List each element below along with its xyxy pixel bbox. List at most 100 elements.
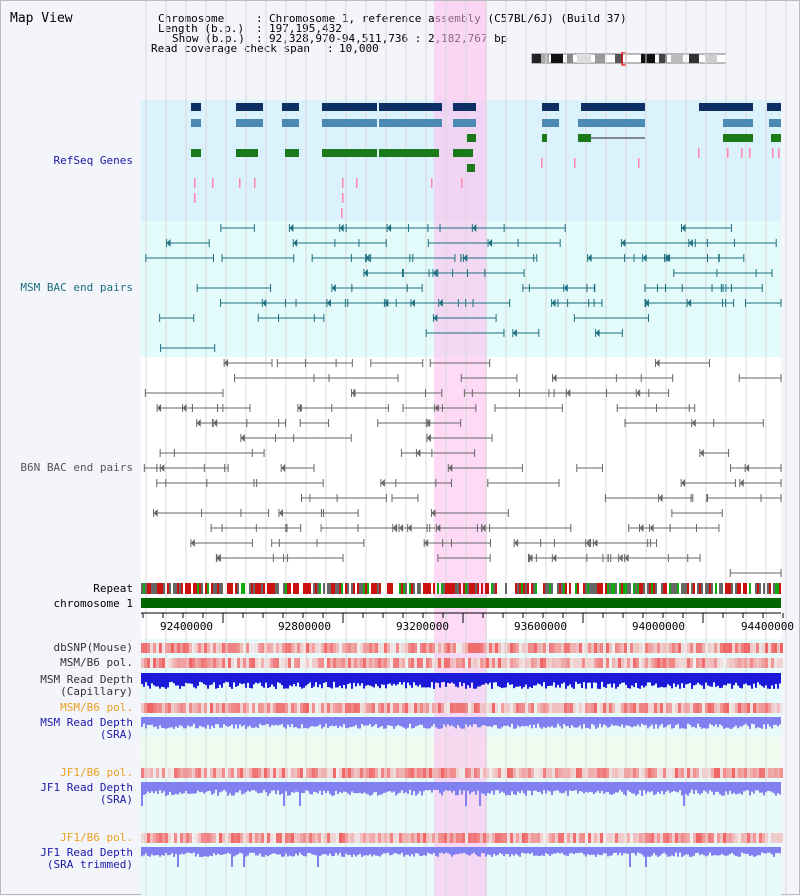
msm-pol-heat xyxy=(768,658,771,668)
msm-cap-depth-bar xyxy=(211,673,213,685)
jf1-trim-depth-bar xyxy=(513,847,515,856)
msm-pol-heat xyxy=(576,658,579,668)
jf1-depth-bar xyxy=(763,782,765,796)
msm-sra-pol-heat xyxy=(663,703,666,713)
jf1-pol-heat xyxy=(231,768,234,778)
jf1-pol-heat xyxy=(435,768,438,778)
jf1-pol-2-heat xyxy=(345,833,348,843)
jf1-trim-depth-bar xyxy=(715,847,717,856)
jf1-pol-2-heat xyxy=(150,833,153,843)
refseq-genes-label[interactable]: RefSeq Genes xyxy=(53,154,133,167)
msm-cap-depth-bar xyxy=(711,673,713,687)
dbsnp-heat xyxy=(372,643,375,653)
repeat-mark xyxy=(569,583,571,594)
msm-cap-depth-bar xyxy=(765,673,767,686)
jf1-trim-depth-bar xyxy=(331,847,333,857)
jf1-depth-bar xyxy=(491,782,493,791)
jf1-trim-depth-bar xyxy=(659,847,661,856)
msm-pol-heat xyxy=(360,658,363,668)
jf1-trim-depth-bar xyxy=(335,847,337,853)
repeat-mark xyxy=(589,583,591,594)
msm-sra-pol-heat xyxy=(507,703,510,713)
gene-tick xyxy=(541,158,543,168)
b6n-bac-label[interactable]: B6N BAC end pairs xyxy=(20,461,133,474)
msm-sra-depth-bar xyxy=(663,717,665,728)
gene-tick xyxy=(749,148,751,158)
repeat-mark xyxy=(565,583,567,594)
msm-sra-pol-heat xyxy=(384,703,387,713)
msm-sra-pol-heat xyxy=(624,703,627,713)
msm-cap-depth-bar xyxy=(309,673,311,683)
dbsnp-heat xyxy=(558,643,561,653)
dbsnp-heat xyxy=(516,643,519,653)
msm-cap-depth-bar xyxy=(233,673,235,683)
msm-pol-heat xyxy=(531,658,534,668)
msm-cap-depth-bar xyxy=(201,673,203,683)
axis-tick-label: 94400000 xyxy=(741,620,794,633)
msm-sra-pol-heat xyxy=(729,703,732,713)
repeat-mark xyxy=(143,583,145,594)
repeat-mark xyxy=(475,583,477,594)
jf1-pol-2-heat xyxy=(741,833,744,843)
jf1-depth-bar xyxy=(619,782,621,790)
jf1-depth-bar xyxy=(633,782,635,794)
msm-cap-depth-bar xyxy=(241,673,243,685)
jf1-trim-depth-bar xyxy=(751,847,753,856)
jf1-trim-depth-bar xyxy=(583,847,585,855)
msm-bac-pair-arrow xyxy=(551,299,556,307)
msm-sra-depth-bar xyxy=(697,717,699,724)
jf1-pol-2-heat xyxy=(702,833,705,843)
jf1-trim-depth-bar xyxy=(241,847,243,854)
msm-pol-heat xyxy=(420,658,423,668)
msm-sra-depth-bar xyxy=(713,717,715,727)
jf1-pol-2-heat xyxy=(315,833,318,843)
jf1-trim-depth-bar xyxy=(701,847,703,855)
jf1-pol-2-heat xyxy=(330,833,333,843)
msm-sra-pol-heat xyxy=(585,703,588,713)
repeat-mark xyxy=(495,583,497,594)
length-sep: : xyxy=(256,22,263,35)
repeat-mark xyxy=(193,583,195,594)
msm-sra-pol-heat xyxy=(144,703,147,713)
msm-sra-pol-heat xyxy=(240,703,243,713)
dbsnp-heat xyxy=(495,643,498,653)
msm-sra-pol-heat xyxy=(486,703,489,713)
msm-sra-depth-bar xyxy=(341,717,343,728)
repeat-mark xyxy=(241,583,243,594)
jf1-trim-depth-bar xyxy=(317,847,319,867)
jf1-trim-depth-bar xyxy=(541,847,543,856)
msm-sra-depth-bar xyxy=(693,717,695,727)
jf1-pol-2-heat xyxy=(594,833,597,843)
msm-pol-heat xyxy=(270,658,273,668)
msm-bac-label[interactable]: MSM BAC end pairs xyxy=(20,281,133,294)
b6n-bac-pair-arrow xyxy=(216,554,221,562)
msm-cap-depth-bar xyxy=(703,673,705,689)
jf1-trim-depth-bar xyxy=(215,847,217,856)
dbsnp-heat xyxy=(147,643,150,653)
msm-sra-depth-bar xyxy=(419,717,421,725)
msm-b6-pol-sra-label: MSM/B6 pol. xyxy=(60,701,133,714)
jf1-trim-depth-bar xyxy=(275,847,277,855)
jf1-trim-depth-bar xyxy=(613,847,615,853)
jf1-pol-heat xyxy=(381,768,384,778)
msm-sra-depth-bar xyxy=(257,717,259,729)
dbsnp-heat xyxy=(276,643,279,653)
repeat-mark xyxy=(711,583,713,594)
msm-cap-depth-bar xyxy=(571,673,573,688)
jf1-trim-depth-bar xyxy=(567,847,569,856)
jf1-pol-heat xyxy=(732,768,735,778)
jf1-pol-2-heat xyxy=(228,833,231,843)
dbsnp-heat xyxy=(759,643,762,653)
msm-cap-depth-bar xyxy=(293,673,295,684)
jf1-pol-heat xyxy=(609,768,612,778)
msm-sra-pol-heat xyxy=(630,703,633,713)
dbsnp-heat xyxy=(531,643,534,653)
msm-sra-pol-heat xyxy=(393,703,396,713)
jf1-pol-heat xyxy=(258,768,261,778)
dbsnp-heat xyxy=(753,643,756,653)
dbsnp-heat xyxy=(144,643,147,653)
jf1-trim-depth-bar xyxy=(561,847,563,853)
msm-pol-heat xyxy=(390,658,393,668)
jf1-pol-heat xyxy=(264,768,267,778)
